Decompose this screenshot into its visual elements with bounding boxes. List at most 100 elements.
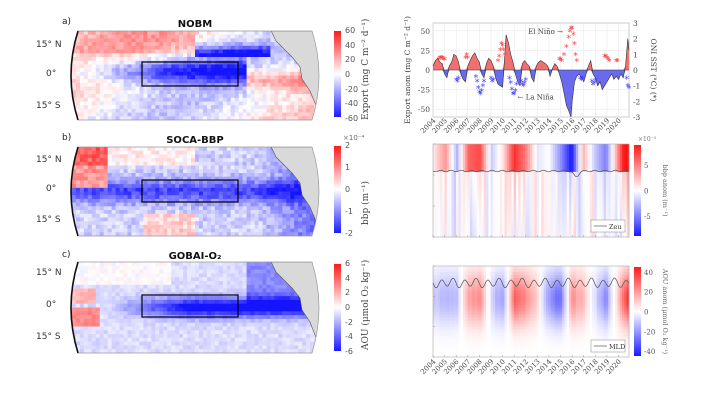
map-cell (210, 262, 216, 267)
map-cell (107, 296, 113, 301)
oni-point: * (579, 77, 584, 87)
map-title-gobai-o2: GOBAI-O₂ (168, 251, 222, 262)
map-cell (278, 57, 283, 62)
map-cell (111, 82, 117, 88)
map-cell (171, 232, 176, 236)
map-cell (187, 71, 192, 77)
map-cell (95, 79, 101, 84)
map-cell (290, 334, 295, 339)
map-cell (139, 45, 144, 51)
map-cell (99, 176, 105, 181)
map-cell (238, 217, 244, 222)
map-cell (210, 42, 216, 47)
map-cell (199, 97, 204, 103)
map-cell (266, 108, 271, 114)
map-cell (218, 86, 224, 91)
map-cell (75, 112, 81, 117)
map-cell (262, 232, 268, 236)
map-cell (159, 116, 164, 120)
map-cell (175, 334, 180, 339)
map-cell (99, 90, 105, 95)
map-cell (179, 337, 184, 343)
map-cell (87, 108, 93, 114)
map-cell (266, 68, 271, 73)
oni-point: * (519, 79, 524, 89)
map-cell (151, 213, 156, 219)
map-cell (91, 292, 97, 297)
map-cell (210, 75, 216, 80)
map-cell (214, 337, 220, 343)
map-cell (167, 101, 172, 106)
map-cell (238, 176, 244, 181)
map-cell (258, 60, 264, 65)
map-cell (175, 38, 180, 43)
map-cell (147, 228, 152, 233)
map-cell (159, 68, 164, 73)
map-cell (175, 165, 180, 170)
map-cell (195, 71, 200, 77)
map-cell (119, 94, 125, 99)
map-cell (262, 307, 268, 312)
map-cell (107, 68, 113, 73)
map-cell (266, 49, 271, 54)
map-cell (175, 101, 180, 106)
map-cell (214, 150, 220, 155)
map-cell (282, 311, 287, 316)
map-cell (139, 318, 144, 324)
map-cell (159, 94, 164, 99)
map-cell (183, 86, 188, 91)
map-cell (111, 269, 117, 274)
map-cell (278, 161, 283, 167)
map-cell (179, 82, 184, 88)
map-cell (250, 165, 256, 170)
map-cell (222, 161, 228, 167)
map-cell (318, 265, 319, 271)
map-cell (218, 273, 224, 278)
map-cell (167, 71, 172, 77)
map-cell (179, 180, 184, 185)
map-cell (99, 318, 105, 324)
map-cell (210, 345, 216, 350)
map-cell (163, 184, 168, 189)
map-cell (143, 176, 148, 181)
map-cell (286, 307, 291, 312)
map-cell (175, 326, 180, 331)
map-cell (195, 112, 200, 117)
map-cell (298, 345, 303, 350)
map-cell (175, 169, 180, 174)
map-cell (262, 173, 268, 178)
map-cell (226, 341, 232, 346)
map-cell (266, 184, 271, 189)
map-cell (222, 318, 228, 324)
map-cell (274, 49, 279, 54)
map-cell (179, 277, 184, 282)
map-cell (87, 337, 93, 343)
map-cell (151, 42, 156, 47)
map-cell (226, 337, 232, 343)
map-cell (270, 161, 275, 167)
map-cell (123, 326, 129, 331)
map-cell (282, 284, 287, 290)
map-cell (115, 169, 121, 174)
map-cell (270, 206, 275, 211)
map-cell (302, 210, 307, 215)
map-cell (242, 116, 248, 120)
map-cell (258, 173, 264, 178)
oni-point: * (442, 57, 447, 67)
map-cell (83, 292, 89, 297)
map-cell (159, 330, 164, 335)
map-cell (242, 228, 248, 233)
map-cell (234, 49, 240, 54)
map-cell (107, 90, 113, 95)
map-cell (75, 269, 81, 274)
map-cell (199, 269, 204, 274)
y-tick-label: 0 (425, 66, 430, 75)
map-cell (286, 68, 291, 73)
map-cell (214, 326, 220, 331)
map-cell (294, 326, 299, 331)
map-cell (282, 116, 287, 120)
map-cell (246, 296, 252, 301)
map-cell (206, 75, 212, 80)
map-cell (183, 210, 188, 215)
map-cell (103, 311, 109, 316)
